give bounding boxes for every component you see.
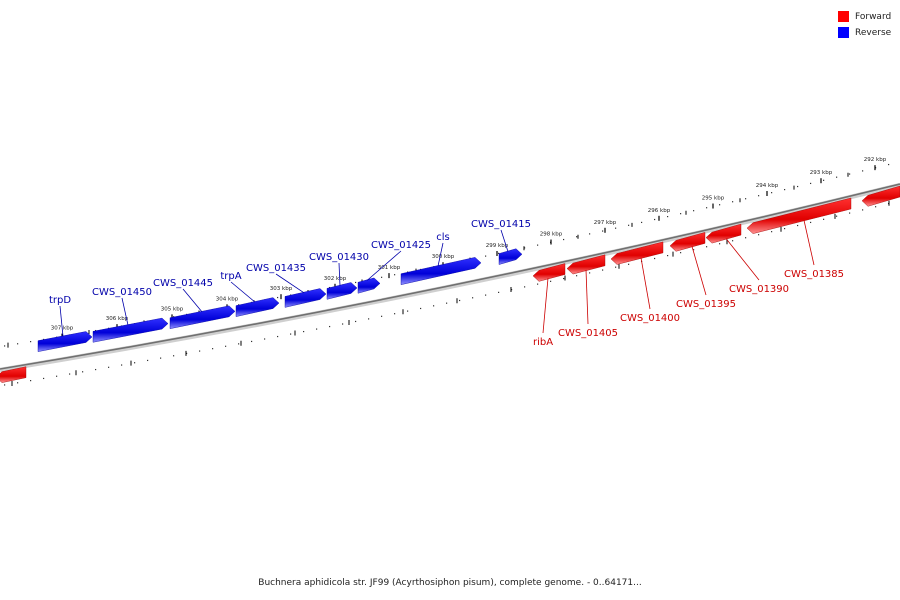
genome-caption: Buchnera aphidicola str. JF99 (Acyrthosi…	[258, 578, 642, 588]
gene-cws-01435[interactable]: CWS_01435	[246, 263, 327, 308]
gene-label: CWS_01445	[153, 278, 213, 289]
gene-label: CWS_01415	[471, 219, 531, 230]
gene-cws-01390[interactable]: CWS_01390	[705, 223, 789, 295]
legend: Forward Reverse	[838, 9, 891, 41]
kbp-tick-label: 297 kbp	[594, 220, 617, 226]
gene-label: trpD	[49, 295, 71, 306]
kbp-tick-label: 302 kbp	[324, 276, 347, 282]
gene-cws-01430[interactable]: CWS_01430	[309, 252, 369, 300]
gene-partial-left[interactable]	[0, 366, 27, 383]
kbp-tick-label: 306 kbp	[106, 316, 129, 322]
gene-label: CWS_01430	[309, 252, 369, 263]
kbp-tick-label: 293 kbp	[810, 170, 833, 176]
kbp-tick-label: 305 kbp	[161, 306, 184, 312]
gene-features: trpDCWS_01450CWS_01445trpACWS_01435CWS_0…	[0, 185, 900, 383]
kbp-tick-label: 295 kbp	[702, 196, 725, 202]
legend-item-reverse: Reverse	[838, 25, 891, 40]
gene-label: CWS_01395	[676, 299, 736, 310]
backbone-shadow	[0, 182, 900, 373]
kbp-tick-label: 301 kbp	[378, 265, 401, 271]
kbp-tick-label: 303 kbp	[270, 286, 293, 292]
gene-label: trpA	[220, 271, 241, 282]
kbp-tick-label: 299 kbp	[486, 243, 509, 249]
gene-label: CWS_01435	[246, 263, 306, 274]
gene-label: CWS_01450	[92, 287, 152, 298]
gene-label: CWS_01390	[729, 284, 789, 295]
gene-cws-01415[interactable]: CWS_01415	[471, 219, 531, 265]
kbp-tick-label: 298 kbp	[540, 232, 563, 238]
gene-label: CWS_01400	[620, 313, 680, 324]
gene-riba[interactable]: ribA	[532, 263, 566, 348]
legend-label-forward: Forward	[855, 11, 892, 22]
gene-label: ribA	[533, 337, 553, 348]
gene-cws-01400[interactable]: CWS_01400	[610, 241, 680, 324]
gene-cls[interactable]: cls	[400, 232, 482, 285]
gene-trpd[interactable]: trpD	[37, 295, 93, 352]
reverse-swatch	[838, 27, 849, 38]
kbp-tick-label: 300 kbp	[432, 254, 455, 260]
gene-cws-01395[interactable]: CWS_01395	[669, 232, 736, 310]
gene-label: CWS_01425	[371, 240, 431, 251]
legend-item-forward: Forward	[838, 9, 891, 24]
gene-partial-right[interactable]	[861, 185, 900, 207]
gene-cws-01450[interactable]: CWS_01450	[92, 287, 169, 343]
forward-swatch	[838, 11, 849, 22]
gene-label: cls	[436, 232, 450, 243]
gene-cws-01405[interactable]: CWS_01405	[558, 254, 618, 339]
kbp-tick-label: 296 kbp	[648, 208, 671, 214]
kbp-tick-label: 294 kbp	[756, 183, 779, 189]
gene-cws-01445[interactable]: CWS_01445	[153, 278, 236, 329]
gene-trpa[interactable]: trpA	[220, 271, 280, 317]
inner-tick-ring	[4, 202, 890, 386]
gene-label: CWS_01385	[784, 269, 844, 280]
kbp-tick-label: 304 kbp	[216, 296, 239, 302]
gene-cws-01425[interactable]: CWS_01425	[357, 240, 431, 294]
gene-cws-01385[interactable]: CWS_01385	[746, 197, 852, 280]
legend-label-reverse: Reverse	[855, 27, 892, 38]
kbp-tick-label: 292 kbp	[864, 157, 887, 163]
gene-label: CWS_01405	[558, 328, 618, 339]
backbone	[0, 183, 900, 370]
